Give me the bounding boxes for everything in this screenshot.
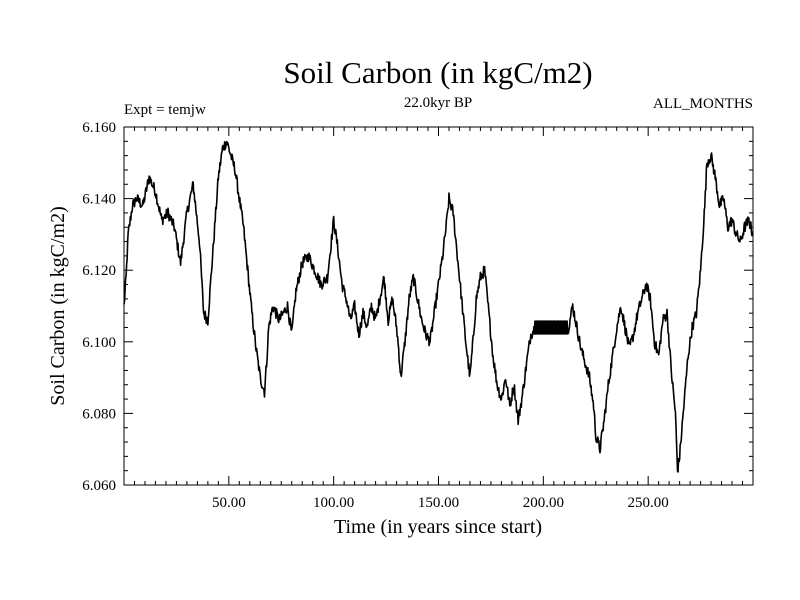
x-tick-label: 100.00 <box>313 495 354 511</box>
series-line-soil-carbon <box>123 140 754 473</box>
experiment-label: Expt = temjw <box>124 102 206 118</box>
y-tick-label: 6.160 <box>82 120 116 136</box>
chart-title: Soil Carbon (in kgC/m2) <box>283 55 592 90</box>
y-tick-labels: 6.060 6.080 6.100 6.120 6.140 6.160 <box>82 120 116 494</box>
x-tick-label: 200.00 <box>523 495 564 511</box>
y-tick-label: 6.140 <box>82 192 116 208</box>
y-tick-label: 6.080 <box>82 406 116 422</box>
x-tick-labels: 50.00 100.00 150.00 200.00 250.00 <box>212 495 669 511</box>
chart-subtitle: 22.0kyr BP <box>404 95 472 111</box>
y-axis-label: Soil Carbon (in kgC/m2) <box>47 206 69 405</box>
y-tick-label: 6.060 <box>82 478 116 494</box>
y-tick-label: 6.100 <box>82 335 116 351</box>
months-label: ALL_MONTHS <box>653 96 753 112</box>
x-tick-label: 150.00 <box>418 495 459 511</box>
x-tick-label: 250.00 <box>628 495 669 511</box>
x-tick-label: 50.00 <box>212 495 246 511</box>
x-axis-label: Time (in years since start) <box>334 516 542 538</box>
axis-ticks <box>124 126 753 486</box>
y-tick-label: 6.120 <box>82 263 116 279</box>
